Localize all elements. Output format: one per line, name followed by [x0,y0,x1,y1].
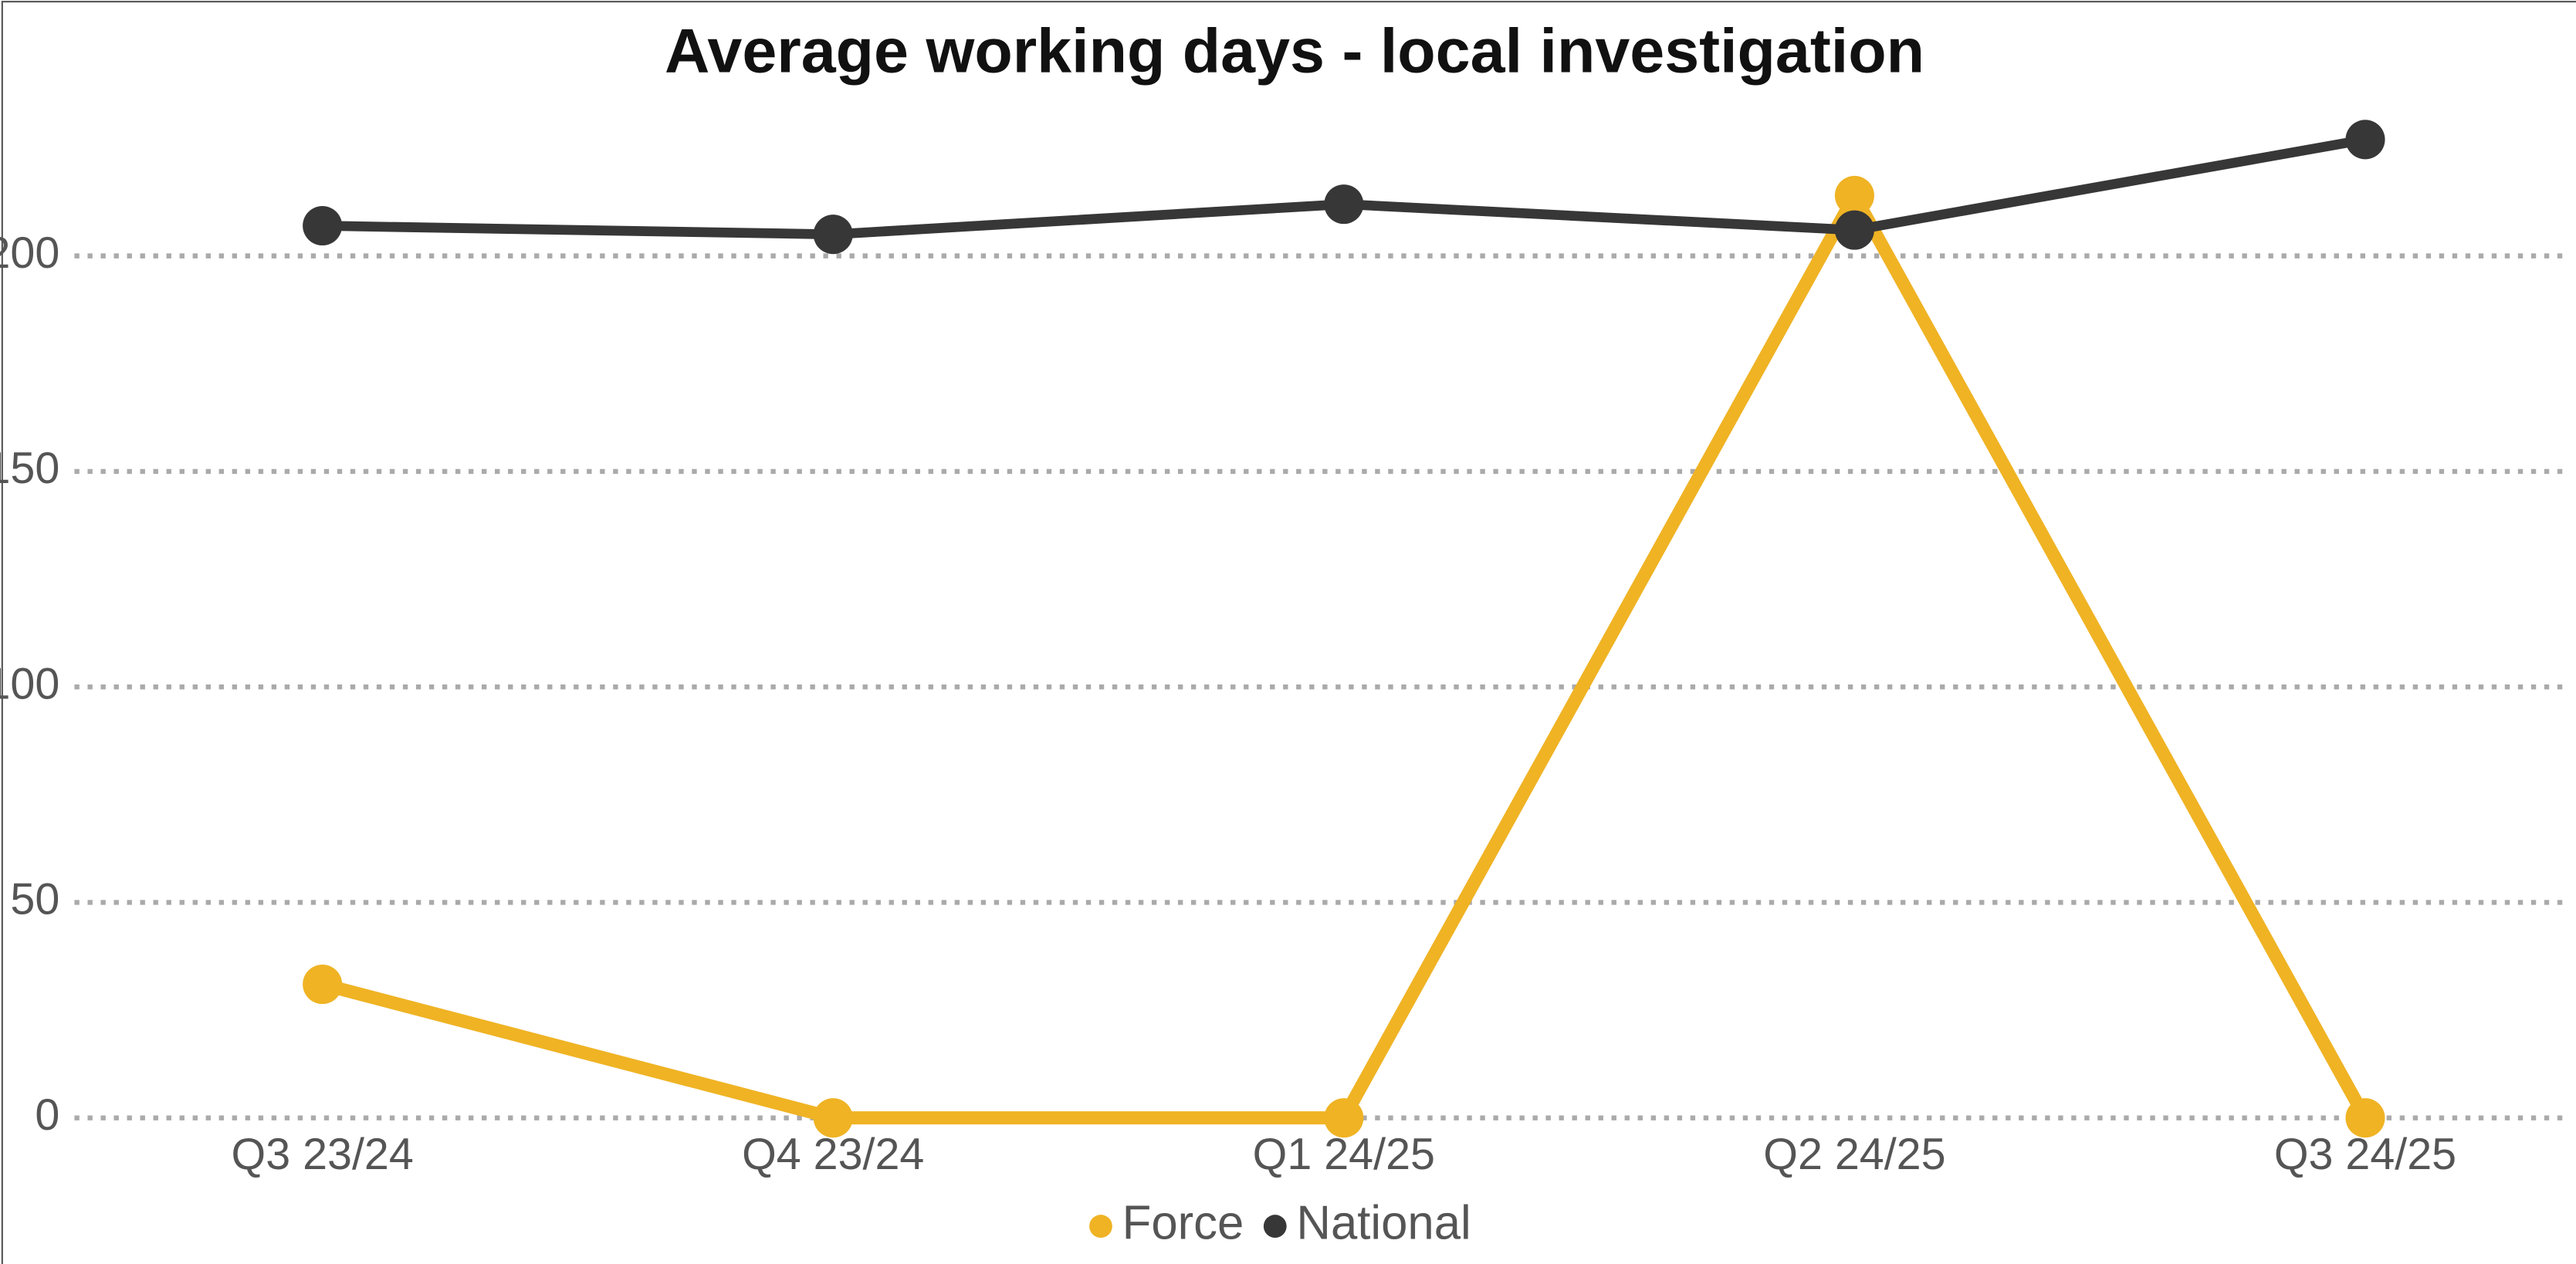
data-point [1324,1098,1364,1138]
data-point [813,1098,853,1138]
chart-title: Average working days - local investigati… [665,17,1924,86]
legend-label: National [1296,1196,1471,1249]
data-point [303,206,343,246]
y-tick-label: 200 [0,228,59,278]
series-line [320,188,2371,1125]
data-point [2345,120,2385,160]
data-point [2345,1098,2385,1138]
legend-marker [1263,1215,1287,1238]
x-tick-label: Q3 24/25 [2274,1130,2456,1179]
legend-label: Force [1122,1196,1244,1249]
data-point [813,215,853,255]
data-point [1834,175,1874,215]
x-tick-label: Q3 23/24 [232,1130,414,1179]
y-tick-label: 50 [10,875,59,924]
y-tick-label: 0 [35,1090,59,1140]
legend-marker [1089,1215,1112,1238]
data-point [1834,210,1874,250]
x-tick-label: Q1 24/25 [1253,1130,1435,1179]
y-tick-label: 150 [0,444,59,493]
x-tick-label: Q2 24/25 [1763,1130,1945,1179]
y-tick-label: 100 [0,659,59,708]
data-point [1324,184,1364,225]
data-point [303,965,343,1005]
x-tick-label: Q4 23/24 [742,1130,924,1179]
